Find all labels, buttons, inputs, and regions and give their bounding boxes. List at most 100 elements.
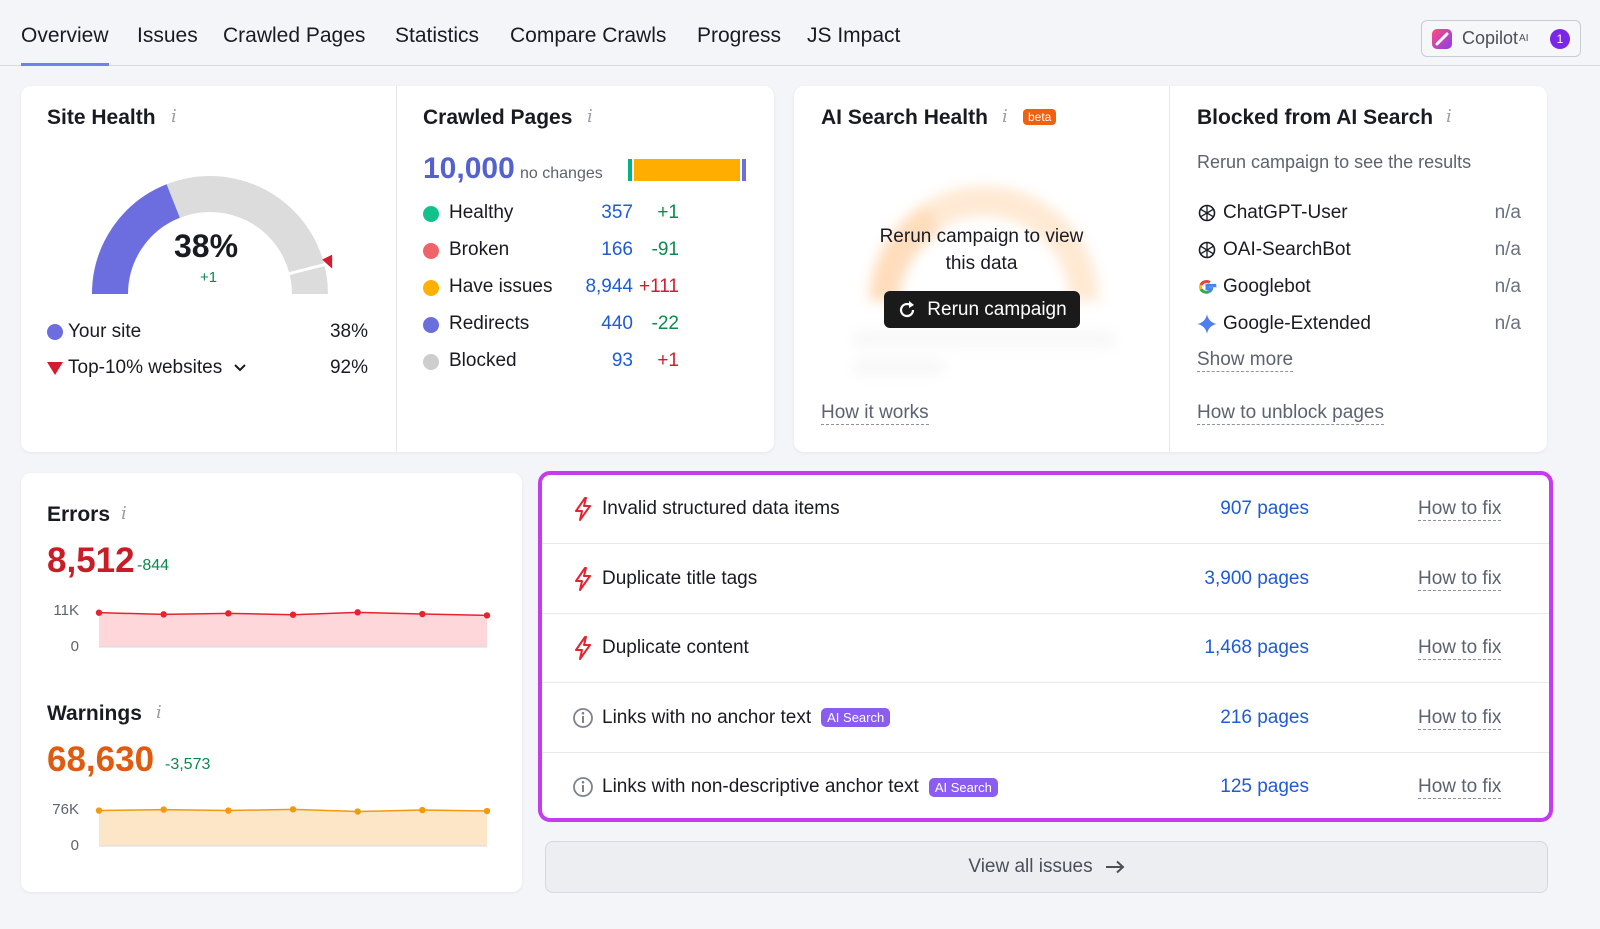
- crawled-row-value[interactable]: 440: [601, 313, 633, 334]
- warnings-delta: -3,573: [165, 756, 211, 773]
- issue-label-text: Links with no anchor text: [602, 706, 812, 728]
- how-to-fix-link[interactable]: How to fix: [1418, 776, 1502, 800]
- tab-progress[interactable]: Progress: [697, 24, 782, 47]
- issue-page-count[interactable]: 3,900 pages: [1204, 567, 1309, 589]
- warnings-info-icon[interactable]: i: [156, 702, 162, 723]
- ai-search-message: Rerun campaign to view this data: [854, 223, 1109, 277]
- issue-label: Duplicate content: [602, 637, 749, 659]
- issue-page-count[interactable]: 907 pages: [1220, 498, 1309, 519]
- trend-point[interactable]: [483, 612, 491, 619]
- crawled-row-dot: [423, 317, 439, 333]
- site-health-info-icon[interactable]: i: [171, 106, 177, 127]
- warnings-value[interactable]: 68,630: [47, 740, 155, 779]
- issue-label-text: Invalid structured data items: [602, 498, 840, 519]
- tab-statistics[interactable]: Statistics: [395, 24, 480, 47]
- issue-label: Links with non-descriptive anchor text AI…: [602, 776, 998, 798]
- gauge-fill: [92, 184, 181, 295]
- crawled-row-value[interactable]: 166: [601, 239, 633, 260]
- issue-page-count[interactable]: 125 pages: [1220, 776, 1309, 798]
- how-to-fix-link[interactable]: How to fix: [1418, 498, 1502, 521]
- warnings-tick-bottom: 0: [70, 837, 79, 854]
- trend-point[interactable]: [419, 806, 426, 814]
- bot-google-extended: Google-Extended: [1223, 313, 1371, 334]
- trend-point[interactable]: [160, 611, 167, 618]
- errors-tick-bottom: 0: [70, 638, 79, 655]
- issue-label: Invalid structured data items: [602, 498, 840, 520]
- bot-oai-searchbot-value: n/a: [1494, 239, 1521, 260]
- trend-point[interactable]: [225, 610, 232, 617]
- top10-value: 92%: [329, 357, 368, 378]
- blocked-ai-info-icon[interactable]: i: [1446, 106, 1452, 127]
- site-health-delta: +1: [200, 269, 218, 286]
- your-site-label: Your site: [68, 321, 142, 342]
- view-all-issues-button[interactable]: View all issues: [545, 841, 1548, 893]
- crawled-row-label: Redirects: [449, 313, 530, 334]
- issue-row: Invalid structured data items 907 pages Ho…: [542, 475, 1549, 544]
- rerun-campaign-button[interactable]: Rerun campaign: [884, 291, 1080, 328]
- how-it-works-link[interactable]: How it works: [821, 402, 929, 425]
- crawled-row-delta: -91: [651, 239, 679, 260]
- how-to-unblock-link[interactable]: How to unblock pages: [1197, 402, 1384, 425]
- tab-crawled-pages[interactable]: Crawled Pages: [223, 24, 366, 47]
- rerun-campaign-label: Rerun campaign: [927, 298, 1067, 320]
- ai-search-health-info-icon[interactable]: i: [1002, 106, 1008, 127]
- show-more-link[interactable]: Show more: [1197, 349, 1294, 372]
- crawled-row-value[interactable]: 357: [601, 202, 633, 223]
- errors-value[interactable]: 8,512: [47, 541, 135, 580]
- how-to-fix-link[interactable]: How to fix: [1418, 567, 1502, 591]
- errors-info-icon[interactable]: i: [121, 503, 127, 524]
- trend-point[interactable]: [354, 609, 361, 616]
- tab-issues[interactable]: Issues: [137, 24, 198, 47]
- error-bolt-icon: [575, 566, 591, 591]
- blocked-ai-title: Blocked from AI Search: [1197, 106, 1434, 129]
- trend-point[interactable]: [354, 808, 361, 815]
- trend-point[interactable]: [289, 611, 297, 618]
- bot-google-extended-value: n/a: [1494, 313, 1521, 334]
- chevron-down-icon[interactable]: [233, 363, 247, 373]
- ai-search-message-line1: Rerun campaign to view: [879, 226, 1084, 247]
- divider: [1169, 86, 1170, 452]
- issue-page-count[interactable]: 1,468 pages: [1204, 637, 1309, 659]
- warnings-tick-top: 76K: [52, 801, 79, 818]
- trend-point[interactable]: [160, 806, 167, 813]
- site-overview-card: Site Health i 38% +1 Your site 38% Top-1…: [21, 86, 774, 452]
- crawled-pages-change: no changes: [520, 165, 603, 182]
- warnings-trend-chart: [95, 806, 491, 847]
- trend-point[interactable]: [95, 609, 103, 616]
- openai-icon: [1198, 241, 1216, 259]
- trend-point[interactable]: [483, 807, 491, 815]
- crawled-row-label: Broken: [449, 239, 510, 260]
- crawled-pages-total[interactable]: 10,000: [423, 152, 515, 185]
- copilot-label: Copilot: [1462, 28, 1519, 48]
- how-to-fix-link[interactable]: How to fix: [1418, 637, 1502, 661]
- crawled-row-label: Blocked: [449, 350, 517, 371]
- crawled-row-value[interactable]: 93: [611, 350, 633, 371]
- errors-delta: -844: [137, 557, 170, 574]
- issue-page-count[interactable]: 216 pages: [1220, 706, 1309, 728]
- copilot-button[interactable]: Copilot AI 1: [1421, 20, 1581, 57]
- beta-badge: beta: [1023, 109, 1057, 125]
- crawled-row-delta: +111: [639, 276, 679, 297]
- issue-row: Duplicate title tags 3,900 pages How to fi…: [542, 545, 1549, 614]
- top10-label[interactable]: Top-10% websites: [68, 357, 247, 379]
- trend-point[interactable]: [95, 807, 103, 814]
- gauge-benchmark-marker: [322, 254, 333, 269]
- crawled-row-value[interactable]: 8,944: [585, 276, 633, 297]
- errors-warnings-card: Errors i 8,512 -844 11K 0 Warnings i 68,…: [21, 473, 522, 892]
- trend-point[interactable]: [419, 610, 426, 618]
- trend-point[interactable]: [289, 806, 297, 813]
- how-to-fix-link[interactable]: How to fix: [1418, 706, 1502, 730]
- issue-label: Duplicate title tags: [602, 568, 757, 590]
- error-bolt-icon: [575, 636, 591, 661]
- arrow-right-icon: [1105, 860, 1125, 874]
- errors-tick-top: 11K: [53, 602, 79, 619]
- your-site-value: 38%: [329, 321, 368, 342]
- tab-js-impact[interactable]: JS Impact: [807, 24, 901, 47]
- trend-point[interactable]: [225, 807, 232, 814]
- tab-compare-crawls[interactable]: Compare Crawls: [510, 24, 667, 47]
- crawled-pages-info-icon[interactable]: i: [587, 106, 593, 127]
- refresh-icon: [900, 300, 915, 317]
- tab-overview[interactable]: Overview: [21, 24, 109, 66]
- copilot-sup: AI: [1519, 33, 1529, 44]
- bar-healthy-segment: [628, 159, 632, 181]
